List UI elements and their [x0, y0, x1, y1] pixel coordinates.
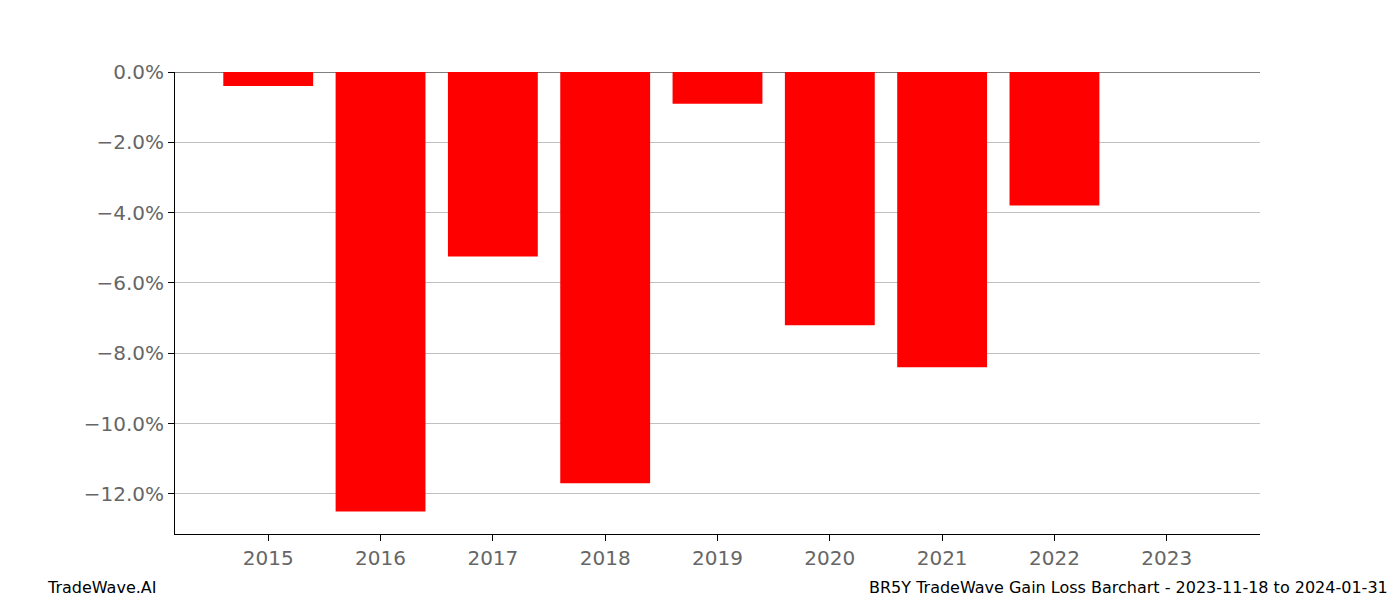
- svg-text:2023: 2023: [1141, 546, 1192, 570]
- svg-text:−10.0%: −10.0%: [84, 412, 164, 436]
- svg-text:2016: 2016: [355, 546, 406, 570]
- svg-text:−6.0%: −6.0%: [96, 271, 164, 295]
- svg-text:2019: 2019: [692, 546, 743, 570]
- svg-text:2017: 2017: [467, 546, 518, 570]
- svg-text:2020: 2020: [804, 546, 855, 570]
- svg-text:BR5Y TradeWave Gain Loss Barch: BR5Y TradeWave Gain Loss Barchart - 2023…: [869, 578, 1388, 597]
- svg-text:2022: 2022: [1029, 546, 1080, 570]
- svg-text:−8.0%: −8.0%: [96, 341, 164, 365]
- svg-text:2018: 2018: [580, 546, 631, 570]
- svg-text:2021: 2021: [917, 546, 968, 570]
- svg-text:TradeWave.AI: TradeWave.AI: [47, 578, 156, 597]
- svg-text:−12.0%: −12.0%: [84, 482, 164, 506]
- svg-text:−2.0%: −2.0%: [96, 130, 164, 154]
- svg-text:0.0%: 0.0%: [113, 60, 164, 84]
- svg-text:−4.0%: −4.0%: [96, 201, 164, 225]
- svg-text:2015: 2015: [243, 546, 294, 570]
